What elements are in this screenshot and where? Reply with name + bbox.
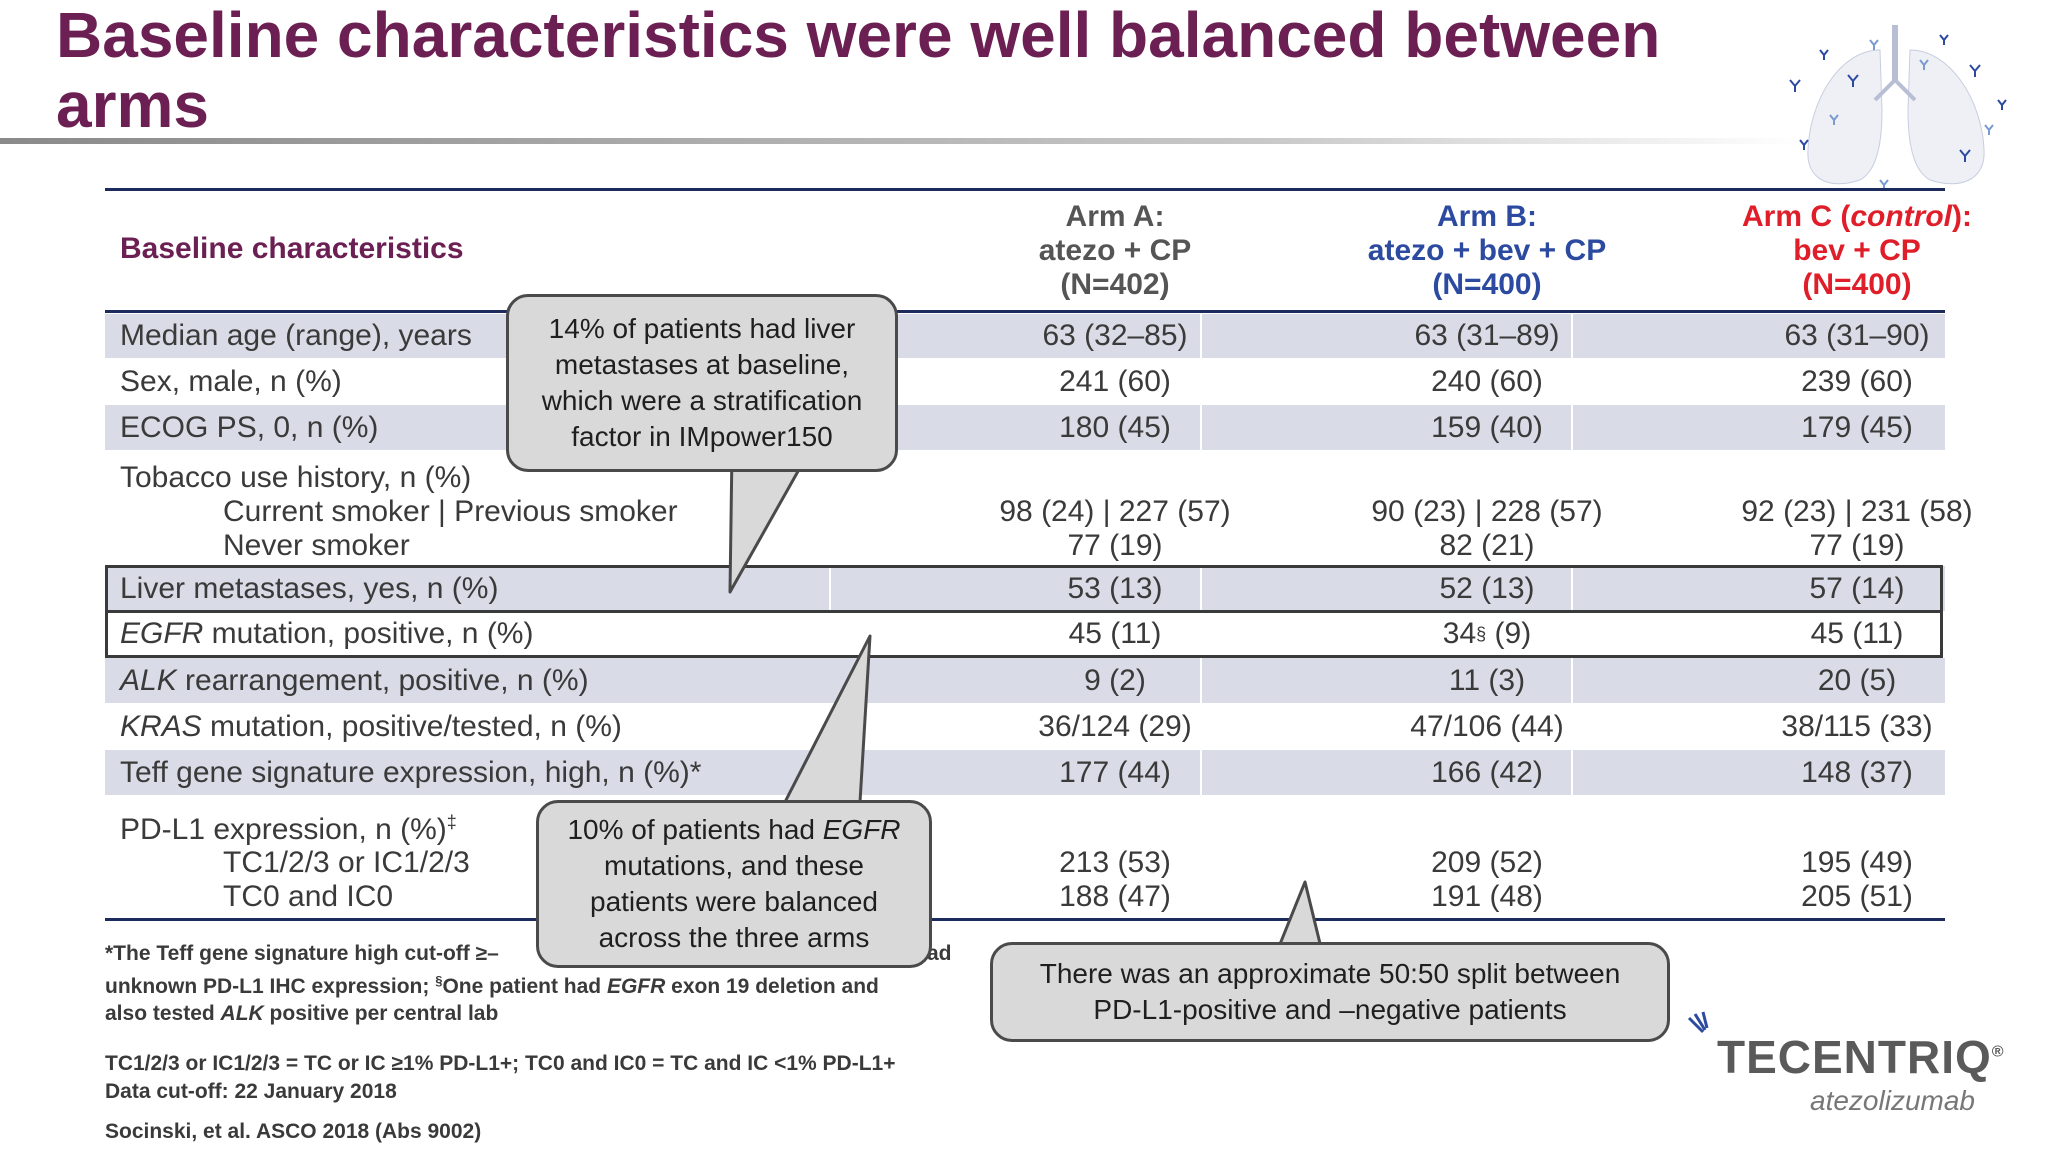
row-label-teff: Teff gene signature expression, high, n …: [120, 755, 702, 789]
logo-brand-name: TECENTRIQ®: [1717, 1031, 2005, 1083]
cell-arm-a: 177 (44): [1059, 755, 1171, 789]
cell-arm-b: 11 (3): [1448, 663, 1526, 697]
row-label-ecog: ECOG PS, 0, n (%): [120, 410, 379, 444]
cell-arm-b: 47/106 (44): [1410, 709, 1564, 743]
table-row: ECOG PS, 0, n (%) 180 (45) 159 (40) 179 …: [105, 405, 1945, 450]
table-row: Liver metastases, yes, n (%) 53 (13) 52 …: [105, 566, 1945, 611]
table-bottom-rule: [105, 918, 1945, 921]
lungs-illustration-icon: [1789, 25, 2007, 190]
arm-c-header: Arm C (control): bev + CP (N=400): [1672, 200, 2042, 302]
arm-a-n: (N=402): [1060, 268, 1170, 301]
cell-arm-a: 36/124 (29): [1038, 709, 1192, 743]
row-label-median-age: Median age (range), years: [120, 319, 472, 352]
footnote-cutoff: Data cut-off: 22 January 2018: [105, 1080, 397, 1103]
footnote-line-2: unknown PD-L1 IHC expression; §One patie…: [105, 973, 879, 998]
cell-arm-c: 195 (49) 205 (51): [1801, 846, 1913, 913]
cell-arm-c: 45 (11): [1810, 617, 1904, 650]
row-sublabel-positive: TC1/2/3 or IC1/2/3: [223, 846, 470, 879]
footnote-definitions: TC1/2/3 or IC1/2/3 = TC or IC ≥1% PD-L1+…: [105, 1052, 896, 1075]
slide-title: Baseline characteristics were well balan…: [56, 0, 1661, 141]
logo-mark-icon: [1687, 1011, 1709, 1034]
cell-arm-c: 38/115 (33): [1781, 709, 1933, 743]
arm-c-regimen: bev + CP: [1793, 234, 1921, 267]
table-row-pdl1: PD-L1 expression, n (%)‡ TC1/2/3 or IC1/…: [105, 796, 1945, 918]
cell-arm-b: 52 (13): [1439, 571, 1535, 605]
callout-egfr-pointer: [783, 634, 872, 804]
row-label-pdl1: PD-L1 expression, n (%)‡: [120, 812, 457, 846]
row-label-alk: ALK rearrangement, positive, n (%): [120, 663, 589, 697]
footnote-line-3: also tested ALK positive per central lab: [105, 1002, 499, 1025]
table-row: ALK rearrangement, positive, n (%) 9 (2)…: [105, 658, 1945, 703]
table-row: Median age (range), years 63 (32–85) 63 …: [105, 314, 1945, 358]
table-top-rule: [105, 188, 1945, 191]
cell-arm-a: 241 (60): [1059, 364, 1171, 398]
cell-arm-b: 166 (42): [1431, 755, 1543, 789]
callout-liver-metastases: 14% of patients had liver metastases at …: [506, 294, 898, 472]
table-row-tobacco: Tobacco use history, n (%) Current smoke…: [105, 451, 1973, 573]
table-header-label: Baseline characteristics: [120, 232, 464, 265]
footnotes: *The Teff gene signature high cut-off ≥–…: [105, 940, 965, 1027]
cell-arm-c: 92 (23) | 231 (58) 77 (19): [1741, 495, 1973, 562]
cell-arm-a: 9 (2): [1084, 663, 1146, 697]
cell-arm-c: 239 (60): [1801, 364, 1913, 398]
cell-arm-a: 213 (53) 188 (47): [1059, 846, 1171, 913]
cell-arm-b: 159 (40): [1431, 410, 1543, 444]
callout-liver-pointer: [728, 450, 812, 594]
table-row: Teff gene signature expression, high, n …: [105, 750, 1945, 795]
row-sublabel-never: Never smoker: [223, 529, 410, 562]
title-divider: [0, 138, 1800, 144]
cell-arm-a: 180 (45): [1059, 410, 1171, 444]
table-row: Sex, male, n (%) 241 (60) 240 (60) 239 (…: [105, 359, 1945, 404]
arm-b-name: Arm B:: [1436, 200, 1537, 233]
cell-arm-c: 20 (5): [1817, 663, 1897, 697]
arm-a-name: Arm A:: [1065, 200, 1165, 233]
citation: Socinski, et al. ASCO 2018 (Abs 9002): [105, 1120, 482, 1143]
cell-arm-a: 63 (32–85): [1042, 319, 1188, 352]
tecentriq-logo: TECENTRIQ® atezolizumab: [1685, 1010, 2004, 1120]
table-row: KRAS mutation, positive/tested, n (%) 36…: [105, 704, 1945, 749]
row-label-liver: Liver metastases, yes, n (%): [120, 571, 499, 605]
table-header-rule: [105, 310, 1945, 313]
row-sublabel-smoker: Current smoker | Previous smoker: [223, 495, 678, 528]
cell-arm-c: 179 (45): [1801, 410, 1913, 444]
cell-arm-b: 63 (31–89): [1414, 319, 1560, 352]
cell-arm-a: 98 (24) | 227 (57) 77 (19): [999, 495, 1231, 562]
callout-egfr: 10% of patients had EGFR mutations, and …: [536, 800, 932, 968]
callout-pdl1-split: There was an approximate 50:50 split bet…: [990, 942, 1670, 1042]
egfr-row-highlight: [105, 610, 1943, 658]
cell-arm-c: 63 (31–90): [1784, 319, 1930, 352]
liver-row-highlight: [105, 565, 1943, 613]
logo-generic-name: atezolizumab: [1810, 1085, 1975, 1116]
row-label-sex: Sex, male, n (%): [120, 364, 342, 398]
cell-arm-a: 53 (13): [1067, 571, 1163, 605]
cell-arm-b: 209 (52) 191 (48): [1431, 846, 1543, 913]
row-label-tobacco: Tobacco use history, n (%): [120, 461, 472, 494]
arm-a-regimen: atezo + CP: [1038, 234, 1192, 267]
row-sublabel-negative: TC0 and IC0: [223, 880, 394, 913]
cell-arm-c: 57 (14): [1809, 571, 1905, 605]
row-label-egfr: EGFR mutation, positive, n (%): [120, 617, 534, 650]
cell-arm-c: 148 (37): [1801, 755, 1913, 789]
arm-c-name: Arm C (control):: [1742, 200, 1972, 233]
cell-arm-b: 34 § (9): [1442, 617, 1532, 650]
row-label-kras: KRAS mutation, positive/tested, n (%): [120, 709, 622, 743]
table-row: EGFR mutation, positive, n (%) 45 (11) 3…: [105, 611, 1945, 657]
cell-arm-b: 90 (23) | 228 (57) 82 (21): [1371, 495, 1603, 562]
arm-b-header: Arm B: atezo + bev + CP (N=400): [1302, 200, 1672, 302]
footnote-line-1: *The Teff gene signature high cut-off ≥–…: [105, 942, 952, 965]
cell-arm-b: 240 (60): [1431, 364, 1543, 398]
cell-arm-a: 45 (11): [1068, 617, 1162, 650]
arm-c-n: (N=400): [1802, 268, 1912, 301]
arm-b-n: (N=400): [1432, 268, 1542, 301]
arm-b-regimen: atezo + bev + CP: [1367, 234, 1607, 267]
arm-a-header: Arm A: atezo + CP (N=402): [930, 200, 1300, 302]
